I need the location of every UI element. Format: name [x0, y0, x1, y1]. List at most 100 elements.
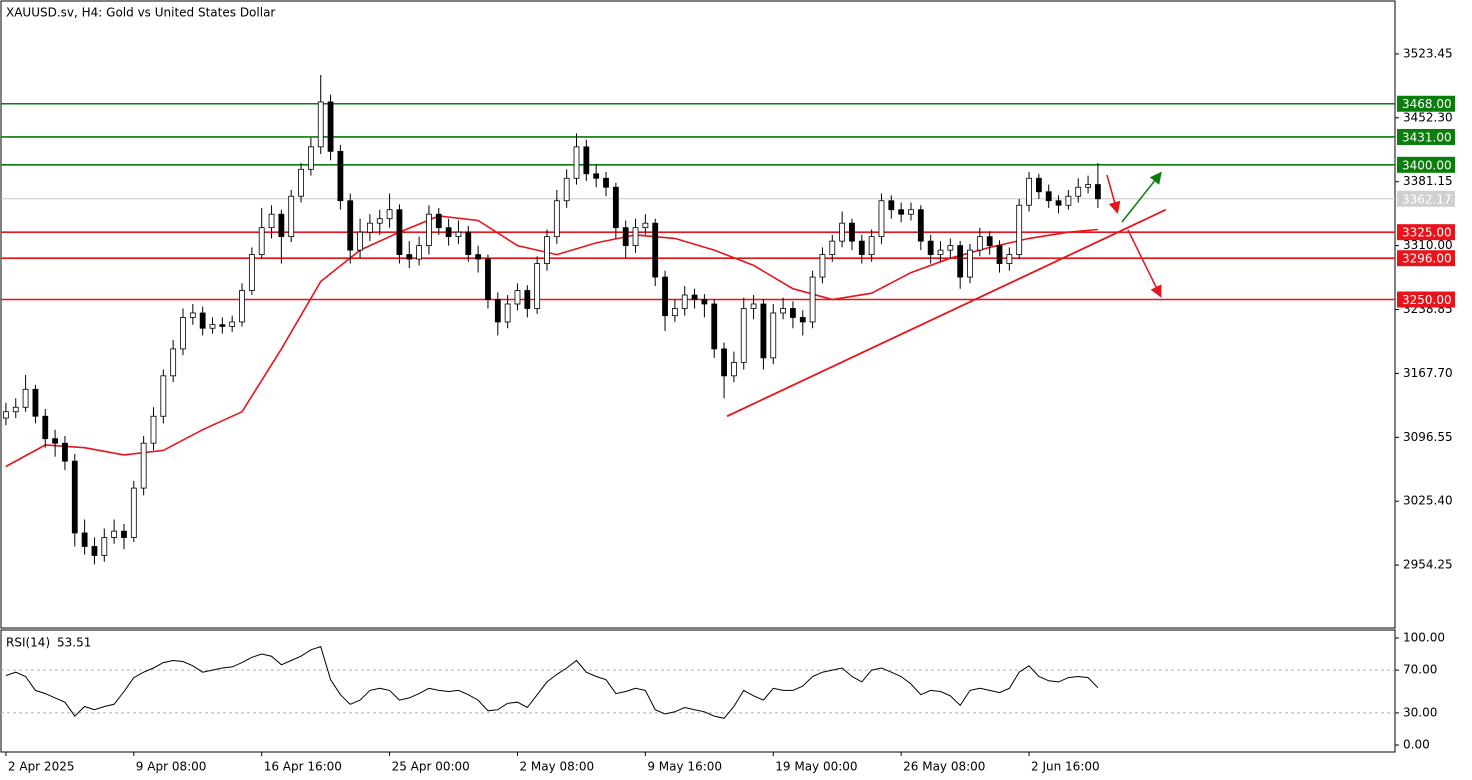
- level-label-box: [1397, 156, 1455, 173]
- candle-body: [12, 406, 19, 413]
- level-label: 3400.00: [1402, 158, 1452, 172]
- candle-body: [711, 303, 718, 350]
- candle-body: [189, 312, 196, 318]
- candle-body: [396, 209, 403, 256]
- candle-body: [878, 200, 885, 238]
- rsi-y-tick-label: 100.00: [1403, 631, 1445, 645]
- y-tick-label: 3096.55: [1403, 430, 1453, 444]
- level-label: 3325.00: [1402, 226, 1452, 240]
- level-label: 3250.00: [1402, 293, 1452, 307]
- candle-body: [101, 537, 108, 556]
- level-label-box: [1397, 291, 1455, 308]
- candle-body: [170, 348, 177, 377]
- x-tick-label: 2 May 08:00: [519, 760, 594, 774]
- candle-body: [91, 546, 98, 556]
- level-label-box: [1397, 250, 1455, 267]
- candle-body: [957, 245, 964, 278]
- candle-body: [809, 276, 816, 323]
- candle-body: [1016, 204, 1023, 256]
- candle-body: [1095, 184, 1101, 200]
- candle-body: [298, 168, 304, 197]
- candle-body: [317, 101, 324, 148]
- candle-body: [288, 195, 295, 238]
- candle-body: [258, 227, 265, 256]
- candle-body: [770, 312, 777, 359]
- x-tick-label: 9 May 16:00: [647, 760, 722, 774]
- candle-body: [534, 263, 541, 309]
- x-tick-label: 19 May 00:00: [775, 760, 857, 774]
- candle-body: [721, 348, 727, 377]
- candle-body: [632, 227, 639, 247]
- candle-body: [1055, 200, 1062, 206]
- candle-body: [337, 150, 344, 202]
- candle-body: [121, 530, 127, 538]
- y-tick-label: 3025.40: [1403, 494, 1453, 508]
- candle-body: [327, 101, 334, 152]
- candle-body: [829, 240, 836, 256]
- candle-body: [1065, 195, 1072, 206]
- x-tick-label: 9 Apr 08:00: [136, 760, 207, 774]
- candle-body: [150, 415, 157, 444]
- candle-body: [248, 254, 255, 291]
- x-tick-label: 2 Apr 2025: [8, 760, 75, 774]
- rsi-pane: [0, 629, 1396, 753]
- candle-body: [494, 299, 501, 323]
- candle-body: [612, 186, 619, 229]
- candle-body: [917, 209, 924, 242]
- candle-body: [1045, 191, 1052, 202]
- candle-body: [199, 312, 206, 329]
- rsi-line: [5, 645, 1099, 719]
- candle-body: [937, 249, 944, 256]
- chart-title: XAUUSD.sv, H4: Gold vs United States Dol…: [6, 6, 275, 20]
- x-tick-label: 26 May 08:00: [903, 760, 985, 774]
- candle-body: [642, 222, 649, 229]
- candle-body: [268, 213, 275, 229]
- candle-body: [111, 530, 118, 538]
- candle-body: [3, 411, 9, 419]
- candle-body: [927, 240, 934, 256]
- level-label-box: [1397, 95, 1455, 112]
- candle-body: [701, 299, 708, 305]
- candle-body: [573, 146, 580, 179]
- rsi-y-tick-label: 0.00: [1403, 738, 1430, 752]
- candle-body: [357, 231, 363, 251]
- candle-body: [140, 442, 147, 489]
- candle-body: [71, 460, 78, 534]
- candle-body: [652, 222, 659, 278]
- candle-body: [750, 303, 757, 309]
- candle-body: [691, 294, 698, 300]
- last-price-label: 3362.17: [1402, 192, 1452, 206]
- candle-body: [563, 177, 570, 202]
- candle-body: [514, 290, 521, 305]
- candle-body: [947, 245, 954, 251]
- candle-body: [278, 213, 285, 238]
- y-tick-label: 3523.45: [1403, 46, 1453, 60]
- candle-body: [622, 227, 629, 247]
- candle-body: [229, 321, 236, 327]
- level-label-box: [1397, 224, 1455, 241]
- candle-body: [908, 209, 914, 215]
- candle-body: [1006, 254, 1013, 264]
- candle-body: [130, 487, 137, 538]
- candle-body: [1026, 177, 1032, 206]
- trendline: [726, 208, 1167, 418]
- level-label: 3468.00: [1402, 97, 1452, 111]
- candle-body: [976, 236, 983, 251]
- candle-body: [504, 303, 511, 323]
- candle-body: [455, 231, 462, 238]
- candle-body: [22, 388, 29, 408]
- candle-body: [583, 146, 590, 175]
- candle-body: [445, 227, 452, 238]
- candle-body: [790, 308, 796, 318]
- candle-body: [219, 324, 226, 327]
- candle-body: [416, 245, 423, 260]
- rsi-value: 53.51: [57, 636, 91, 650]
- candle-body: [681, 294, 688, 309]
- rsi-y-tick-label: 70.00: [1403, 663, 1437, 677]
- candle-body: [475, 254, 482, 260]
- y-tick-label: 3167.70: [1403, 366, 1453, 380]
- x-tick-label: 16 Apr 16:00: [264, 760, 342, 774]
- candle-body: [662, 276, 668, 317]
- candle-body: [239, 290, 245, 323]
